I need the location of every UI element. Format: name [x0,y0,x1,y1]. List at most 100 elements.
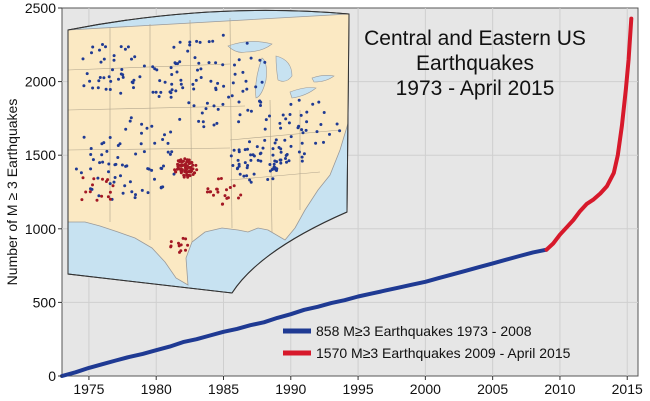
earthquake-dot [216,190,220,194]
earthquake-dot [216,107,220,111]
earthquake-dot [88,190,92,194]
earthquake-dot [178,40,182,44]
earthquake-dot [120,163,124,167]
earthquake-dot [231,81,235,85]
earthquake-dot [119,91,123,95]
earthquake-dot [79,171,83,175]
earthquake-dot [188,160,191,164]
earthquake-dot [311,102,315,106]
earthquake-dot [233,63,236,67]
earthquake-dot [196,68,199,72]
earthquake-dot [188,43,192,47]
earthquake-dot [121,191,125,195]
earthquake-dot [245,41,249,45]
earthquake-dot [92,177,96,181]
earthquake-dot [102,57,106,61]
earthquake-dot [279,147,283,151]
earthquake-dot [104,87,108,91]
y-tick-label: 2000 [25,74,56,90]
earthquake-dot [271,153,275,157]
earthquake-dot [305,120,309,124]
earthquake-dot [289,135,293,139]
x-tick-label: 2000 [410,381,441,397]
earthquake-dot [163,133,166,137]
legend-label-1: 858 M≥3 Earthquakes 1973 - 2008 [316,323,532,339]
earthquake-dot [133,196,137,200]
earthquake-dot [249,158,253,162]
earthquake-dot [220,202,224,206]
earthquake-dot [268,114,271,118]
earthquake-dot [118,142,122,146]
title-line-3: 1973 - April 2015 [396,77,555,100]
x-tick-label: 1985 [208,381,239,397]
earthquake-dot [190,167,193,171]
earthquake-dot [212,123,216,127]
earthquake-dot [258,99,262,103]
earthquake-dot [211,39,215,43]
earthquake-dot [254,85,258,89]
inset-map [67,9,350,294]
earthquake-dot [185,171,189,175]
earthquake-dot [237,58,241,62]
earthquake-dot [112,54,116,58]
earthquake-dot [300,128,304,132]
earthquake-dot [263,60,267,64]
x-tick-label: 1980 [141,381,172,397]
earthquake-dot [248,140,251,144]
earthquake-dot [237,150,241,154]
earthquake-dot [255,145,259,149]
map-lake-erie [289,87,317,99]
earthquake-dot [123,184,127,188]
earthquake-dot [129,116,133,120]
earthquake-dot [263,127,267,131]
earthquake-dot [151,90,155,94]
earthquake-dot [209,79,213,83]
earthquake-dot [108,182,112,186]
earthquake-dot [173,168,177,172]
map-land [68,13,349,286]
earthquake-dot [108,88,112,91]
earthquake-dot [201,120,205,124]
earthquake-dot [178,160,182,164]
earthquake-dot [139,142,143,146]
earthquake-dot [193,171,197,175]
earthquake-dot [96,86,100,90]
earthquake-dot [82,84,86,88]
earthquake-dot [260,80,264,84]
earthquake-dot [266,178,270,181]
earthquake-dot [157,95,161,98]
earthquake-dot [197,119,201,123]
earthquake-dot [241,70,245,74]
earthquake-dot [98,76,102,79]
earthquake-dot [130,190,134,194]
earthquake-dot [111,68,114,72]
earthquake-dot [134,152,138,156]
earthquake-dot [98,48,101,52]
series-lines [60,16,634,378]
earthquake-dot [184,248,187,252]
earthquake-dot [89,167,93,171]
earthquake-dot [256,158,260,162]
earthquake-dot [178,60,182,64]
earthquake-dot [159,166,163,170]
earthquake-dot [271,147,275,151]
earthquake-dot [215,121,219,125]
y-tick-label: 500 [33,294,57,310]
axes: 0 500 1000 1500 2000 2500 1975 1980 1985 1990 1995… [25,0,643,397]
earthquake-dot [119,72,123,76]
earthquake-dot [105,149,109,153]
earthquake-dot [302,152,306,156]
earthquake-dot [279,126,283,130]
earthquake-dot [153,141,157,145]
earthquake-dots [74,33,342,254]
earthquake-dot [132,78,136,82]
earthquake-dot [95,198,99,202]
earthquake-dot [101,160,105,164]
earthquake-dot [188,40,192,44]
earthquake-dot [259,159,263,163]
earthquake-dot [230,94,234,98]
earthquake-dot [138,75,142,79]
earthquake-dot [243,148,247,152]
series-line-2 [544,16,634,252]
